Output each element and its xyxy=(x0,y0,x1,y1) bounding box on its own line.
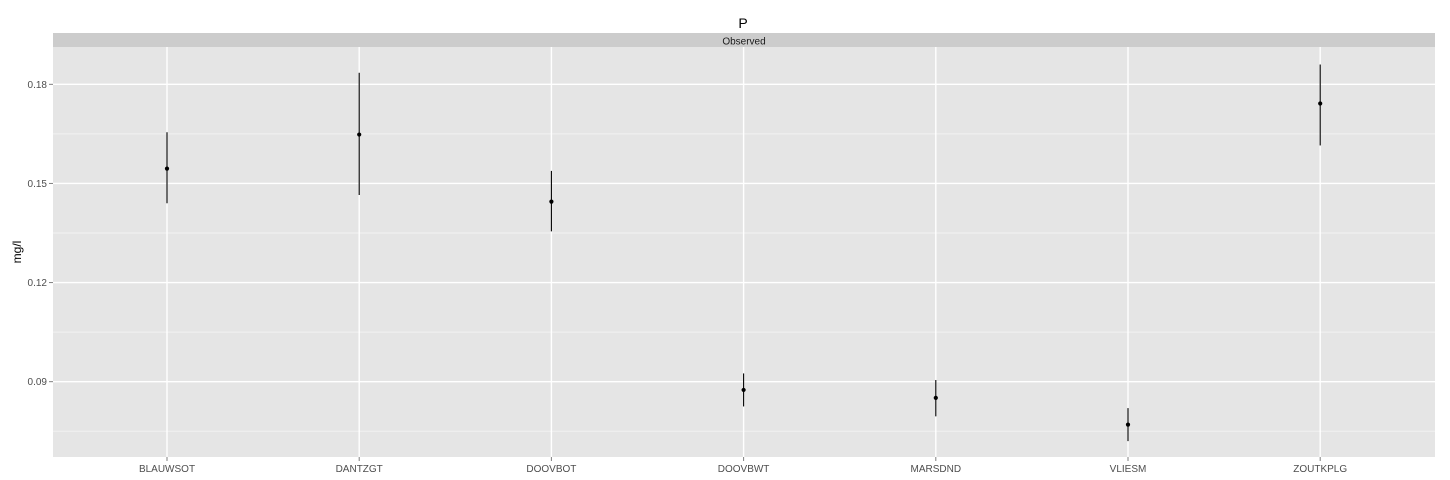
chart-title: P xyxy=(738,15,747,31)
data-point xyxy=(933,395,938,400)
x-tick-label: VLIESM xyxy=(1110,464,1147,475)
x-tick-label: DOOVBWT xyxy=(718,464,770,475)
y-tick-label: 0.12 xyxy=(28,278,48,289)
x-tick-label: DOOVBOT xyxy=(526,464,576,475)
data-point xyxy=(549,199,554,204)
y-axis: 0.09 0.12 0.15 0.18 xyxy=(28,80,53,388)
data-point xyxy=(741,387,746,393)
data-point xyxy=(1318,101,1323,106)
data-point xyxy=(357,132,362,137)
data-point xyxy=(164,166,170,171)
y-tick-label: 0.09 xyxy=(28,377,48,388)
x-tick-label: BLAUWSOT xyxy=(139,464,195,475)
y-tick-label: 0.18 xyxy=(28,80,48,91)
data-marks xyxy=(164,64,1323,442)
y-tick-label: 0.15 xyxy=(28,179,48,190)
data-point xyxy=(1125,422,1131,427)
x-tick-label: ZOUTKPLG xyxy=(1293,464,1347,475)
x-tick-label: MARSDND xyxy=(911,464,962,475)
y-axis-title: mg/l xyxy=(10,241,24,264)
facet-strip-label: Observed xyxy=(722,37,765,48)
facet-strip xyxy=(53,33,1435,47)
x-tick-label: DANTZGT xyxy=(336,464,383,475)
x-axis: BLAUWSOT DANTZGT DOOVBOT DOOVBWT MARSDND VLIE… xyxy=(139,457,1347,475)
